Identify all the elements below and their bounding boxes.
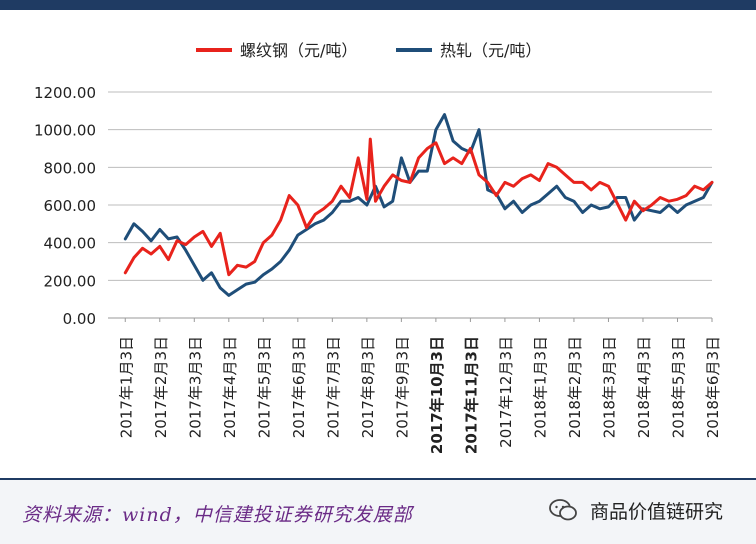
series-lines (123, 113, 714, 297)
line-chart: 0.00 200.00 400.00 600.00 800.00 1000.00 1200.… (34, 41, 722, 454)
source-note: 资料来源：wind，中信建投证券研究发展部 (22, 504, 413, 526)
x-tick-label: 2018年4月3日 (635, 336, 653, 438)
x-tick-label: 2017年2月3日 (152, 336, 170, 438)
wechat-icon (549, 499, 577, 521)
x-tick-label: 2018年3月3日 (600, 336, 618, 438)
gridlines (108, 91, 713, 322)
x-tick-label: 2018年5月3日 (669, 336, 687, 438)
series-line-rebar (123, 137, 714, 277)
x-tick-label: 2017年1月3日 (117, 336, 135, 438)
footer (0, 480, 756, 544)
x-tick-label: 2017年9月3日 (393, 336, 411, 438)
x-axis-tick-labels: 2017年1月3日 2017年2月3日 2017年3月3日 2017年4月3日 2017… (117, 336, 722, 454)
x-tick-label: 2017年8月3日 (359, 336, 377, 438)
footer-divider (0, 478, 756, 480)
x-tick-label: 2017年5月3日 (255, 336, 273, 438)
x-tick-label: 2017年4月3日 (221, 336, 239, 438)
x-tick-label: 2017年6月3日 (290, 336, 308, 438)
y-tick-label: 1200.00 (34, 84, 96, 102)
x-tick-label: 2018年2月3日 (566, 336, 584, 438)
x-tick-label: 2017年10月3日 (428, 336, 446, 454)
y-tick-label: 1000.00 (34, 122, 96, 140)
x-tick-label: 2018年1月3日 (531, 336, 549, 438)
x-tick-label: 2017年3月3日 (186, 336, 204, 438)
x-tick-label: 2018年6月3日 (704, 336, 722, 438)
y-axis-tick-labels: 0.00 200.00 400.00 600.00 800.00 1000.00 1200.… (34, 84, 96, 328)
y-tick-label: 0.00 (63, 310, 96, 328)
y-tick-label: 600.00 (44, 197, 97, 215)
y-tick-label: 800.00 (44, 159, 97, 177)
y-tick-label: 200.00 (44, 272, 97, 290)
x-tick-label: 2017年11月3日 (462, 336, 480, 454)
y-tick-label: 400.00 (44, 235, 97, 253)
legend-label: 热轧（元/吨） (440, 41, 541, 60)
watermark-text: 商品价值链研究 (590, 501, 724, 523)
x-tick-label: 2017年7月3日 (324, 336, 342, 438)
x-tick-label: 2017年12月3日 (497, 336, 515, 448)
legend: 螺纹钢（元/吨） 热轧（元/吨） (196, 41, 541, 60)
top-accent-bar (0, 0, 756, 10)
legend-label: 螺纹钢（元/吨） (240, 41, 357, 60)
